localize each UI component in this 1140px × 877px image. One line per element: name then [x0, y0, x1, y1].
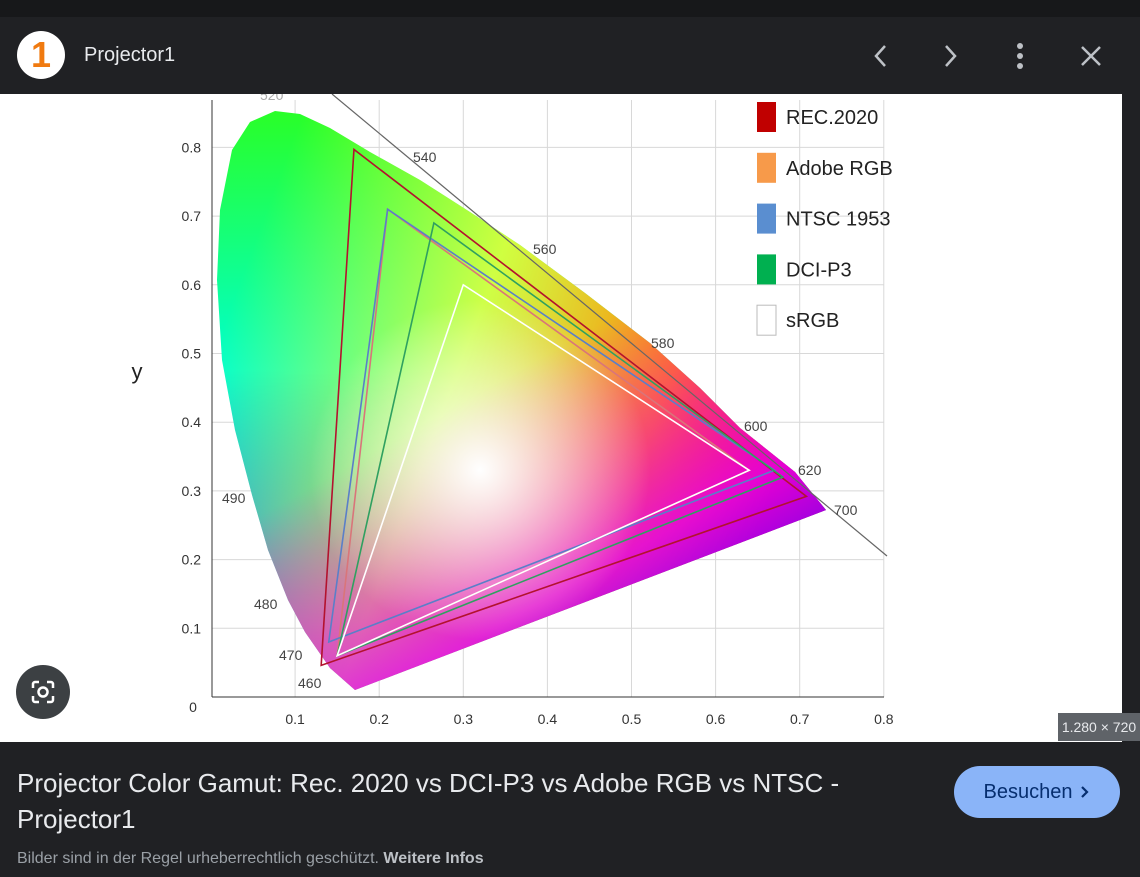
y-tick-label: 0.2 [182, 552, 202, 568]
wavelength: 470 [279, 647, 303, 663]
header: 1 Projector1 [0, 17, 1140, 94]
x-tick-label: 0.7 [790, 711, 810, 727]
wavelength: 700 [834, 502, 858, 518]
x-tick-label: 0.3 [454, 711, 474, 727]
site-name[interactable]: Projector1 [84, 44, 176, 66]
image-size: 1.280 × 720 [1058, 713, 1140, 741]
next-button[interactable] [945, 45, 957, 67]
x-tick-label: 0.2 [369, 711, 389, 727]
wavelength: 520 [260, 94, 284, 103]
image-title[interactable]: Projector Color Gamut: Rec. 2020 vs DCI-… [17, 768, 840, 834]
y-tick-label: 0.3 [182, 483, 202, 499]
y-tick-label: 0.1 [182, 620, 202, 636]
wavelength: 460 [298, 675, 322, 691]
gamut-triangle [336, 221, 785, 658]
y-tick-label: 0.4 [182, 414, 202, 430]
legend-swatch [756, 304, 777, 336]
gamut-triangle [320, 147, 809, 667]
prev-button[interactable] [874, 45, 886, 67]
legend-swatch [757, 102, 776, 132]
chart-image: y 0 520 540 560 580 600 620 700 490 480 … [0, 94, 1122, 742]
x-tick-label: 0.8 [874, 711, 894, 727]
gamut-triangle [327, 207, 777, 644]
origin-label: 0 [189, 699, 197, 715]
diagonal-line [331, 94, 888, 557]
legend-label: REC.2020 [786, 107, 878, 129]
gamut-triangle [335, 283, 751, 658]
x-tick-label: 0.4 [538, 711, 558, 727]
wavelength-labels: 520 540 560 580 600 620 700 490 480 470 … [222, 94, 858, 691]
legend-label: Adobe RGB [786, 158, 893, 180]
legend-label: sRGB [786, 310, 839, 332]
header-icons [874, 43, 1101, 69]
chevron-icon [1081, 786, 1090, 798]
legend-swatch [757, 254, 776, 285]
button-label: Besuchen [983, 780, 1073, 803]
y-tick-label: 0.5 [182, 346, 202, 362]
legend-swatch [757, 152, 776, 183]
copyright-notice: Bilder sind in der Regel urheberrechtlic… [17, 850, 484, 868]
wavelength: 480 [254, 596, 278, 612]
more-button[interactable] [1017, 43, 1023, 69]
y-tick-label: 0.7 [182, 208, 202, 224]
gamuts [320, 147, 809, 667]
notice-text: Bilder sind in der Regel urheberrechtlic… [17, 850, 379, 867]
legend-label: DCI-P3 [786, 259, 852, 281]
legend: REC.2020 Adobe RGB NTSC 1953 DCI-P3 sRGB [756, 102, 893, 336]
wavelength: 620 [798, 462, 822, 478]
wavelength: 490 [222, 490, 246, 506]
site-logo[interactable]: 1 [17, 31, 65, 79]
lens-button[interactable] [16, 665, 70, 719]
legend-label: NTSC 1953 [786, 209, 891, 231]
more-info-link[interactable]: Weitere Infos [383, 850, 484, 867]
wavelength: 540 [413, 149, 437, 165]
x-tick-label: 0.1 [285, 711, 305, 727]
image-viewer: y 0 520 540 560 580 600 620 700 490 480 … [0, 94, 1140, 742]
x-tick-label: 0.6 [706, 711, 726, 727]
x-tick-label: 0.5 [622, 711, 642, 727]
y-tick-label: 0.8 [182, 139, 202, 155]
wavelength: 560 [533, 241, 557, 257]
legend-swatch [757, 203, 776, 234]
top-strip [0, 0, 1140, 17]
y-tick-label: 0.6 [182, 277, 202, 293]
visit-button[interactable]: Besuchen [954, 766, 1120, 818]
wavelength: 600 [744, 418, 768, 434]
axis-label: y [132, 359, 143, 384]
wavelength: 580 [651, 335, 675, 351]
close-button[interactable] [1081, 46, 1101, 66]
